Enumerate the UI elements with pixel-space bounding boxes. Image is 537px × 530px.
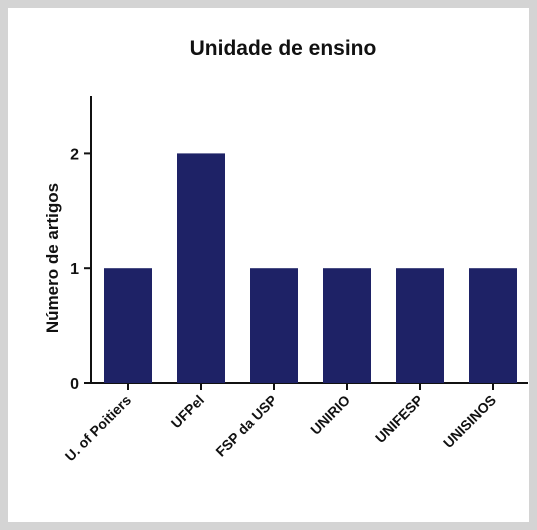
y-tick-label: 2 <box>70 146 79 163</box>
y-axis-label: Número de artigos <box>43 183 62 333</box>
bar-2 <box>250 268 298 383</box>
y-tick-label: 1 <box>70 261 79 278</box>
x-tick-label: UNIFESP <box>372 392 426 446</box>
x-tick-label: U. of Poitiers <box>62 392 135 465</box>
x-tick-label: FSP da USP <box>212 392 280 460</box>
y-tick-label: 0 <box>70 376 79 393</box>
bar-5 <box>469 268 517 383</box>
x-tick-label: UFPel <box>168 392 207 431</box>
bars <box>104 153 517 383</box>
bar-4 <box>396 268 444 383</box>
x-tick-label: UNIRIO <box>307 392 353 438</box>
bar-0 <box>104 268 152 383</box>
bar-1 <box>177 153 225 383</box>
bar-chart: Unidade de ensino Número de artigos 012 … <box>43 37 528 464</box>
x-tick-label: UNISINOS <box>440 392 499 451</box>
axes <box>90 96 528 384</box>
x-tick-labels: U. of Poitiers UFPel FSP da USP UNIRIO UNIFE… <box>62 383 499 464</box>
chart-title: Unidade de ensino <box>190 37 377 60</box>
y-ticks: 0 1 2 <box>70 146 91 393</box>
bar-3 <box>323 268 371 383</box>
